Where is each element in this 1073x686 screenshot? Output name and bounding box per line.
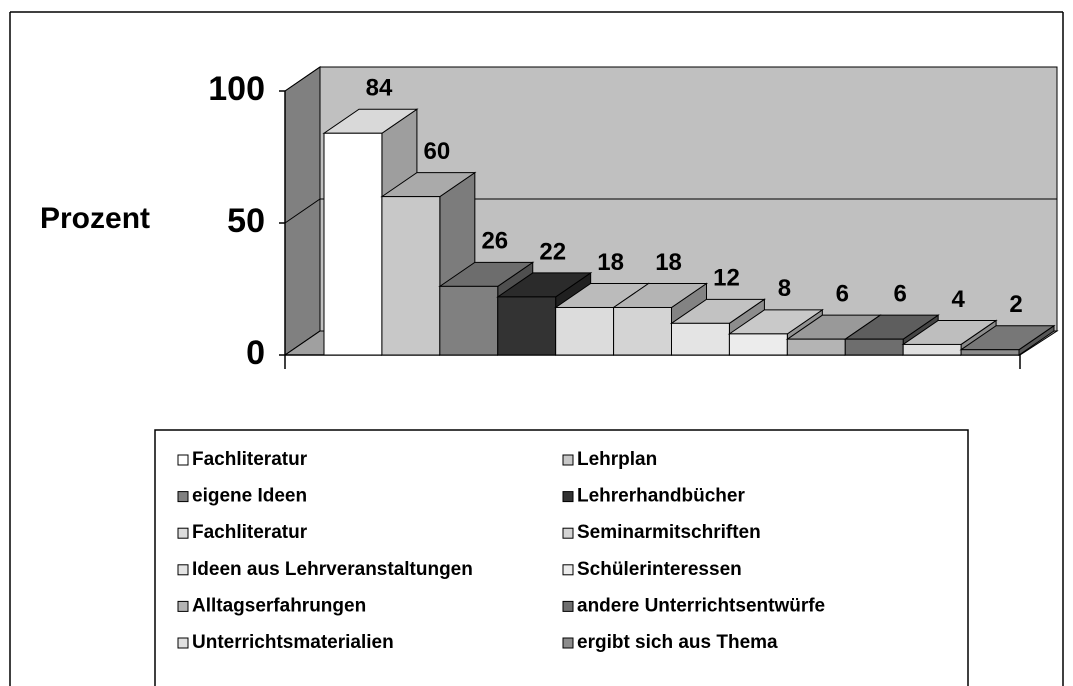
bar [902, 343, 962, 356]
bar [671, 322, 730, 356]
legend-label: Unterrichtsmaterialien [192, 632, 394, 653]
data-label: 26 [481, 228, 508, 255]
legend-label: Seminarmitschriften [577, 522, 761, 543]
data-label: 4 [951, 286, 965, 313]
data-label: 2 [1009, 291, 1022, 318]
bar [381, 196, 441, 356]
y-tick-label: 100 [208, 70, 265, 108]
legend-swatch [177, 454, 189, 466]
legend-swatch [177, 527, 189, 539]
bar [613, 306, 672, 356]
bar [439, 285, 499, 356]
bar [786, 338, 846, 356]
legend-label: andere Unterrichtsentwürfe [577, 595, 825, 616]
legend-box [154, 429, 969, 686]
bar [497, 296, 557, 356]
y-tick-label: 0 [246, 334, 265, 372]
bar [844, 338, 904, 356]
bar [960, 349, 1020, 356]
data-label: 22 [539, 238, 566, 265]
legend-label: Lehrplan [577, 449, 657, 470]
legend-label: Ideen aus Lehrveranstaltungen [192, 559, 473, 580]
y-tick-label: 50 [227, 202, 265, 240]
bar [555, 306, 615, 356]
data-label: 6 [836, 281, 849, 308]
legend-swatch [562, 637, 574, 649]
data-label: 60 [424, 138, 451, 165]
legend-swatch [562, 564, 574, 576]
legend-swatch [562, 600, 574, 612]
legend-swatch [562, 527, 574, 539]
legend-swatch [177, 600, 189, 612]
data-label: 84 [366, 75, 393, 102]
legend-swatch [562, 454, 574, 466]
bar [323, 132, 383, 356]
legend-label: Lehrerhandbücher [577, 486, 745, 507]
grid-line [284, 66, 1057, 92]
grid-line [284, 198, 1057, 224]
legend-label: ergibt sich aus Thema [577, 632, 778, 653]
data-label: 6 [894, 281, 907, 308]
legend-label: Alltagserfahrungen [192, 595, 366, 616]
legend-label: eigene Ideen [192, 486, 307, 507]
bar [728, 333, 788, 356]
data-label: 18 [655, 249, 682, 276]
legend-swatch [177, 637, 189, 649]
data-label: 8 [778, 275, 791, 302]
legend-swatch [177, 491, 189, 503]
legend-label: Schülerinteressen [577, 559, 742, 580]
data-label: 12 [713, 265, 740, 292]
y-axis-label: Prozent [40, 202, 150, 235]
legend-swatch [177, 564, 189, 576]
legend-swatch [562, 491, 574, 503]
legend-label: Fachliteratur [192, 522, 308, 543]
data-label: 18 [597, 249, 624, 276]
legend-label: Fachliteratur [192, 449, 308, 470]
